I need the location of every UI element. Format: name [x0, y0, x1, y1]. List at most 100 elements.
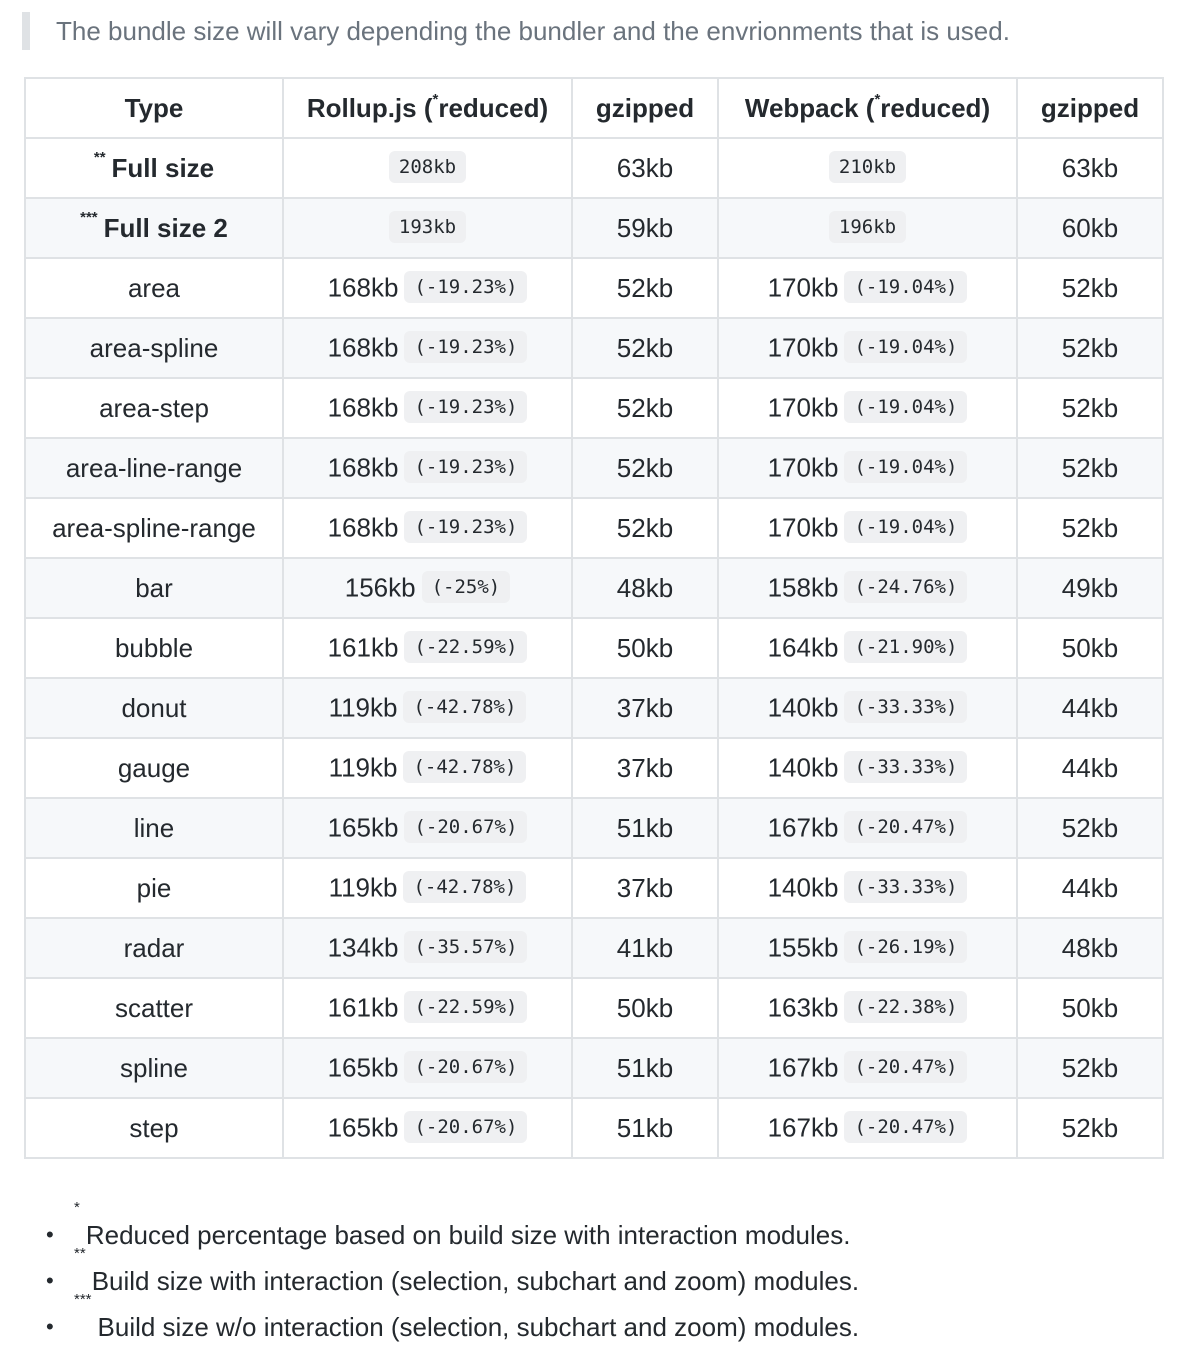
code-badge: (-33.33%)	[844, 690, 968, 723]
cell-rollup-size: 165kb (-20.67%)	[282, 1097, 573, 1159]
cell-webpack-size: 170kb (-19.04%)	[717, 437, 1018, 499]
cell-rollup-gzipped: 52kb	[571, 437, 719, 499]
code-badge: (-19.04%)	[844, 330, 968, 363]
header-rollup: Rollup.js (*reduced)	[282, 77, 573, 139]
cell-webpack-size: 167kb (-20.47%)	[717, 1037, 1018, 1099]
cell-rollup-gzipped: 52kb	[571, 497, 719, 559]
cell-type: step	[24, 1097, 284, 1159]
table-row: scatter 161kb (-22.59%) 50kb 163kb (-22.38%) 5…	[24, 977, 1164, 1039]
cell-type: area	[24, 257, 284, 319]
bundle-size-table: Type Rollup.js (*reduced) gzipped Webpac…	[24, 77, 1164, 1159]
cell-rollup-gzipped: 59kb	[571, 197, 719, 259]
cell-webpack-gzipped: 52kb	[1016, 1097, 1164, 1159]
footnote-item: • **Build size with interaction (selectio…	[40, 1246, 859, 1304]
cell-webpack-size: 155kb (-26.19%)	[717, 917, 1018, 979]
cell-webpack-gzipped: 52kb	[1016, 437, 1164, 499]
cell-webpack-size: 196kb	[717, 197, 1018, 259]
table-row: area-spline-range 168kb (-19.23%) 52kb 170kb…	[24, 497, 1164, 559]
code-badge: (-20.47%)	[844, 1110, 968, 1143]
code-badge: 210kb	[828, 150, 907, 183]
table-row: gauge 119kb (-42.78%) 37kb 140kb (-33.33%) 44k…	[24, 737, 1164, 799]
cell-type: bubble	[24, 617, 284, 679]
cell-type: area-line-range	[24, 437, 284, 499]
header-gzipped-webpack: gzipped	[1016, 77, 1164, 139]
table-row: ** Full size 208kb 63kb 210kb 63kb	[24, 137, 1164, 199]
cell-type: radar	[24, 917, 284, 979]
code-badge: (-33.33%)	[844, 750, 968, 783]
cell-webpack-gzipped: 49kb	[1016, 557, 1164, 619]
table-row: bubble 161kb (-22.59%) 50kb 164kb (-21.90%) 50…	[24, 617, 1164, 679]
bullet-icon: •	[46, 1222, 54, 1247]
table-row: spline 165kb (-20.67%) 51kb 167kb (-20.47%) 52…	[24, 1037, 1164, 1099]
cell-rollup-gzipped: 50kb	[571, 977, 719, 1039]
cell-rollup-gzipped: 50kb	[571, 617, 719, 679]
code-badge: (-42.78%)	[403, 870, 527, 903]
intro-blockquote: The bundle size will vary depending the …	[22, 12, 1010, 50]
cell-webpack-size: 140kb (-33.33%)	[717, 737, 1018, 799]
table-row: bar 156kb (-25%) 48kb 158kb (-24.76%) 49kb	[24, 557, 1164, 619]
cell-webpack-size: 170kb (-19.04%)	[717, 497, 1018, 559]
table-row: area-line-range 168kb (-19.23%) 52kb 170kb (-…	[24, 437, 1164, 499]
cell-webpack-gzipped: 44kb	[1016, 737, 1164, 799]
cell-webpack-size: 167kb (-20.47%)	[717, 1097, 1018, 1159]
cell-type: donut	[24, 677, 284, 739]
code-badge: (-19.04%)	[844, 450, 968, 483]
cell-rollup-size: 168kb (-19.23%)	[282, 317, 573, 379]
cell-webpack-gzipped: 63kb	[1016, 137, 1164, 199]
cell-rollup-size: 119kb (-42.78%)	[282, 677, 573, 739]
cell-rollup-size: 168kb (-19.23%)	[282, 257, 573, 319]
code-badge: (-35.57%)	[404, 930, 528, 963]
cell-webpack-size: 167kb (-20.47%)	[717, 797, 1018, 859]
cell-webpack-gzipped: 50kb	[1016, 617, 1164, 679]
cell-webpack-gzipped: 52kb	[1016, 377, 1164, 439]
table-row: pie 119kb (-42.78%) 37kb 140kb (-33.33%) 44kb	[24, 857, 1164, 919]
cell-type: bar	[24, 557, 284, 619]
footnote-item: • ***Build size w/o interaction (selectio…	[40, 1292, 859, 1350]
cell-rollup-gzipped: 37kb	[571, 857, 719, 919]
code-badge: (-22.59%)	[404, 990, 528, 1023]
cell-rollup-size: 168kb (-19.23%)	[282, 377, 573, 439]
cell-rollup-gzipped: 37kb	[571, 737, 719, 799]
table-row: area 168kb (-19.23%) 52kb 170kb (-19.04%) 52kb	[24, 257, 1164, 319]
code-badge: (-22.59%)	[404, 630, 528, 663]
code-badge: (-20.67%)	[404, 1050, 528, 1083]
cell-type: area-step	[24, 377, 284, 439]
code-badge: (-19.23%)	[404, 270, 528, 303]
cell-type: ** Full size	[24, 137, 284, 199]
cell-rollup-gzipped: 51kb	[571, 1097, 719, 1159]
cell-type: scatter	[24, 977, 284, 1039]
cell-rollup-gzipped: 51kb	[571, 797, 719, 859]
code-badge: (-42.78%)	[403, 750, 527, 783]
cell-webpack-size: 164kb (-21.90%)	[717, 617, 1018, 679]
cell-type: gauge	[24, 737, 284, 799]
cell-webpack-gzipped: 52kb	[1016, 257, 1164, 319]
cell-webpack-gzipped: 60kb	[1016, 197, 1164, 259]
table-row: *** Full size 2 193kb 59kb 196kb 60kb	[24, 197, 1164, 259]
cell-rollup-size: 119kb (-42.78%)	[282, 857, 573, 919]
cell-type: pie	[24, 857, 284, 919]
cell-webpack-size: 158kb (-24.76%)	[717, 557, 1018, 619]
code-badge: (-20.47%)	[844, 1050, 968, 1083]
table-row: donut 119kb (-42.78%) 37kb 140kb (-33.33%) 44k…	[24, 677, 1164, 739]
cell-rollup-size: 156kb (-25%)	[282, 557, 573, 619]
code-badge: (-33.33%)	[844, 870, 968, 903]
bullet-icon: •	[46, 1268, 54, 1293]
cell-webpack-gzipped: 50kb	[1016, 977, 1164, 1039]
code-badge: (-19.04%)	[844, 510, 968, 543]
code-badge: 196kb	[828, 210, 907, 243]
table-row: radar 134kb (-35.57%) 41kb 155kb (-26.19%) 48k…	[24, 917, 1164, 979]
cell-webpack-size: 140kb (-33.33%)	[717, 677, 1018, 739]
cell-webpack-size: 140kb (-33.33%)	[717, 857, 1018, 919]
cell-rollup-gzipped: 51kb	[571, 1037, 719, 1099]
cell-rollup-size: 165kb (-20.67%)	[282, 797, 573, 859]
code-badge: (-42.78%)	[403, 690, 527, 723]
cell-type: *** Full size 2	[24, 197, 284, 259]
cell-type: area-spline	[24, 317, 284, 379]
cell-webpack-size: 170kb (-19.04%)	[717, 317, 1018, 379]
cell-rollup-gzipped: 52kb	[571, 257, 719, 319]
cell-webpack-gzipped: 44kb	[1016, 677, 1164, 739]
code-badge: (-25%)	[421, 570, 511, 603]
table-row: area-spline 168kb (-19.23%) 52kb 170kb (-19.0…	[24, 317, 1164, 379]
cell-webpack-size: 170kb (-19.04%)	[717, 377, 1018, 439]
cell-rollup-gzipped: 41kb	[571, 917, 719, 979]
